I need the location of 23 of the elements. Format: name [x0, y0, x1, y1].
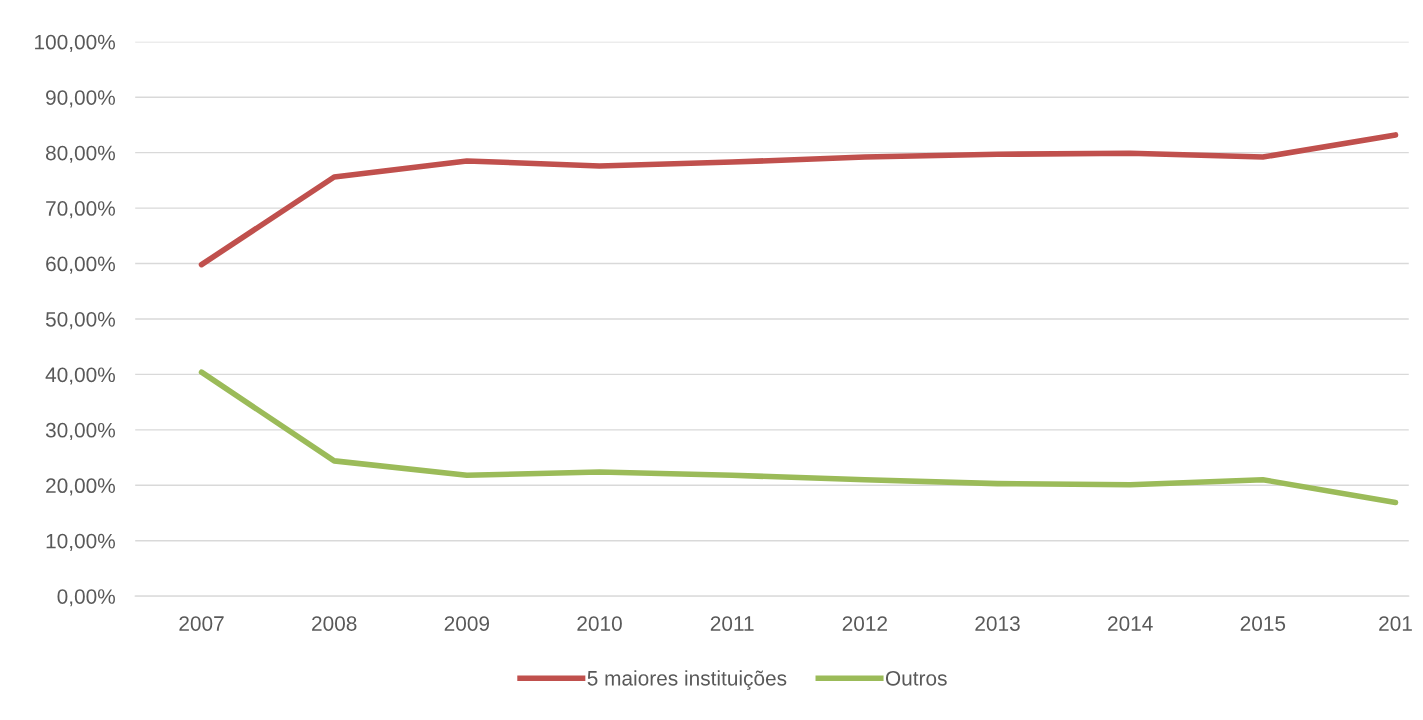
- x-tick-label: 201: [1379, 616, 1412, 631]
- x-tick-label: 2008: [312, 616, 357, 631]
- y-tick-label: 40,00%: [45, 367, 115, 385]
- x-tick-label: 2013: [975, 616, 1020, 631]
- legend-label: 5 maiores instituições: [587, 670, 787, 690]
- y-tick-label: 80,00%: [45, 145, 115, 163]
- y-tick-label: 70,00%: [46, 201, 115, 219]
- legend-label: Outros: [885, 670, 947, 686]
- x-tick-label: 2009: [444, 616, 490, 631]
- x-tick-label: 2007: [179, 616, 224, 631]
- y-tick-label: 90,00%: [46, 90, 115, 108]
- x-tick-label: 2010: [577, 616, 622, 631]
- x-tick-label: 2015: [1240, 616, 1286, 631]
- y-tick-label: 100,00%: [35, 34, 115, 52]
- y-tick-label: 30,00%: [45, 422, 115, 441]
- y-tick-label: 20,00%: [46, 478, 115, 496]
- y-tick-label: 50,00%: [45, 311, 115, 330]
- x-tick-label: 2011: [710, 616, 754, 631]
- y-tick-label: 60,00%: [46, 256, 115, 274]
- y-tick-label: 10,00%: [46, 533, 115, 551]
- y-tick-label: 0,00%: [57, 589, 115, 607]
- x-tick-label: 2012: [842, 616, 887, 631]
- x-tick-label: 2014: [1108, 616, 1153, 631]
